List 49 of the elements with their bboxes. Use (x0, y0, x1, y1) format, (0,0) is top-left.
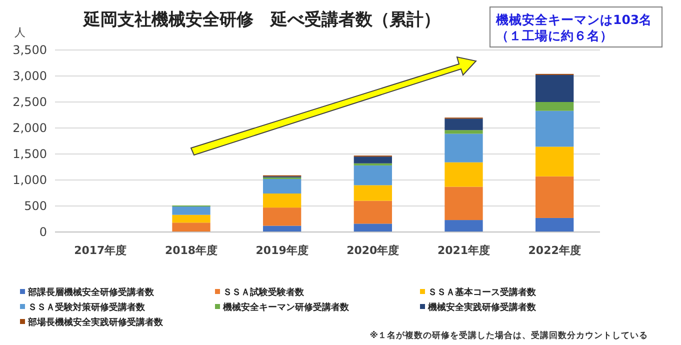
y-tick-label: 1,000 (12, 173, 47, 187)
bar (444, 186, 483, 220)
y-axis-title: 人 (14, 26, 26, 39)
text: （１工場に約６名） (496, 28, 613, 43)
bar (172, 214, 210, 223)
y-tick-label: 3,500 (12, 43, 47, 57)
y-tick-label: 2,500 (12, 95, 47, 109)
bar (354, 185, 392, 201)
legend-label: 機械安全実践研修受講者数 (427, 302, 537, 313)
y-tick-label: 500 (24, 199, 47, 213)
bar (354, 200, 392, 224)
text: ※１名が複数の研修を受講した場合は、受講回数分カウントしている (370, 330, 648, 341)
bar (444, 162, 483, 187)
bar (536, 146, 574, 176)
bar (263, 178, 302, 194)
x-tick-label: 2022年度 (528, 244, 581, 257)
y-tick-label: 0 (39, 225, 47, 239)
y-tick-label: 1,500 (12, 147, 47, 161)
chart-title: 延岡支社機械安全研修 延べ受講者数（累計） (82, 10, 440, 30)
x-tick-label: 2017年度 (74, 244, 127, 257)
bar (444, 130, 483, 134)
bar (172, 206, 210, 215)
bar (444, 118, 483, 130)
y-tick-label: 3,000 (12, 69, 47, 83)
bar (444, 134, 483, 162)
legend-label: 部場長機械安全実践研修受講者数 (27, 317, 164, 328)
bar (354, 165, 392, 186)
text: 機械安全キーマンは103名 (495, 12, 652, 27)
bar (536, 218, 574, 232)
bar (172, 222, 210, 232)
bar (536, 176, 574, 218)
bar (536, 74, 574, 102)
bar (263, 194, 302, 208)
legend-label: ＳＳＡ試験受験者数 (223, 287, 305, 298)
legend-label: 機械安全キーマン研修受講者数 (222, 302, 350, 313)
x-tick-label: 2018年度 (164, 244, 218, 257)
y-tick-label: 2,000 (12, 121, 47, 135)
legend-label: ＳＳＡ基本コース受講者数 (428, 287, 537, 298)
bar (536, 110, 574, 147)
bar (354, 224, 392, 232)
bar (354, 156, 392, 164)
legend-label: ＳＳＡ受験対策研修受講者数 (28, 302, 146, 313)
bar (536, 102, 574, 111)
x-tick-label: 2021年度 (437, 244, 490, 257)
bar (263, 208, 302, 226)
x-tick-label: 2019年度 (256, 244, 308, 257)
bar (444, 220, 483, 232)
legend-label: 部課長層機械安全研修受講者数 (27, 287, 155, 298)
x-tick-label: 2020年度 (346, 244, 400, 257)
